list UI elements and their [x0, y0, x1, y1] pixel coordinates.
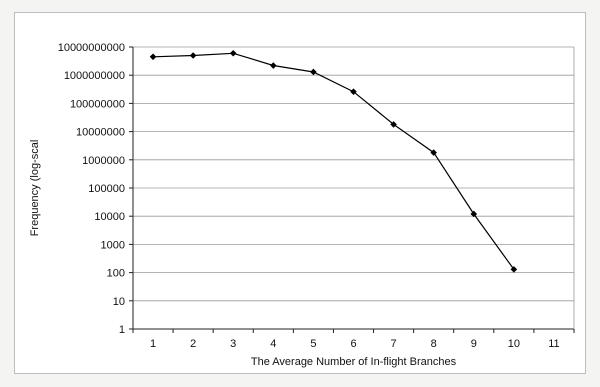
data-point-marker — [270, 62, 277, 69]
data-point-marker — [189, 52, 197, 59]
x-tick-label: 10 — [508, 338, 520, 350]
x-tick-label: 1 — [150, 338, 156, 350]
x-tick-label: 9 — [471, 338, 477, 350]
data-point-marker — [390, 121, 397, 128]
x-tick-label: 5 — [310, 338, 316, 350]
y-tick-label: 1000000 — [82, 155, 125, 167]
x-axis-ticks: 1 2 3 4 5 6 7 8 9 10 11 — [132, 329, 575, 350]
y-tick-label: 10000000 — [76, 127, 125, 139]
y-tick-label: 1000000000 — [64, 70, 125, 82]
x-tick-label: 7 — [391, 338, 397, 350]
data-point-marker — [350, 88, 357, 95]
x-axis-title: The Average Number of In-flight Branches — [251, 356, 457, 368]
x-tick-label: 8 — [431, 338, 437, 350]
data-point-marker — [229, 49, 237, 57]
y-tick-label: 10 — [113, 296, 125, 308]
series-group — [149, 49, 518, 273]
data-point-marker — [510, 266, 518, 273]
y-tick-label: 1000 — [101, 239, 125, 251]
y-tick-label: 100000 — [88, 183, 125, 195]
y-axis-title: Frequency (log-scal — [29, 140, 41, 237]
y-tick-label: 10000000000 — [58, 42, 125, 54]
x-tick-label: 11 — [548, 338, 559, 350]
y-tick-label: 10000 — [94, 211, 125, 223]
series-line — [152, 52, 515, 270]
gridlines — [133, 46, 574, 330]
data-point-marker — [430, 149, 437, 156]
data-point-marker — [310, 68, 317, 76]
data-point-marker — [470, 210, 478, 218]
data-point-marker — [149, 53, 157, 61]
x-tick-label: 3 — [230, 338, 236, 350]
y-tick-label: 1 — [119, 324, 125, 336]
x-tick-label: 2 — [190, 338, 196, 350]
x-tick-label: 4 — [270, 338, 276, 350]
x-tick-label: 6 — [350, 338, 356, 350]
y-axis-ticks: 10000000000 1000000000 100000000 10000000 10… — [58, 42, 133, 336]
y-tick-label: 100000000 — [70, 98, 125, 110]
y-tick-label: 100 — [107, 268, 125, 280]
